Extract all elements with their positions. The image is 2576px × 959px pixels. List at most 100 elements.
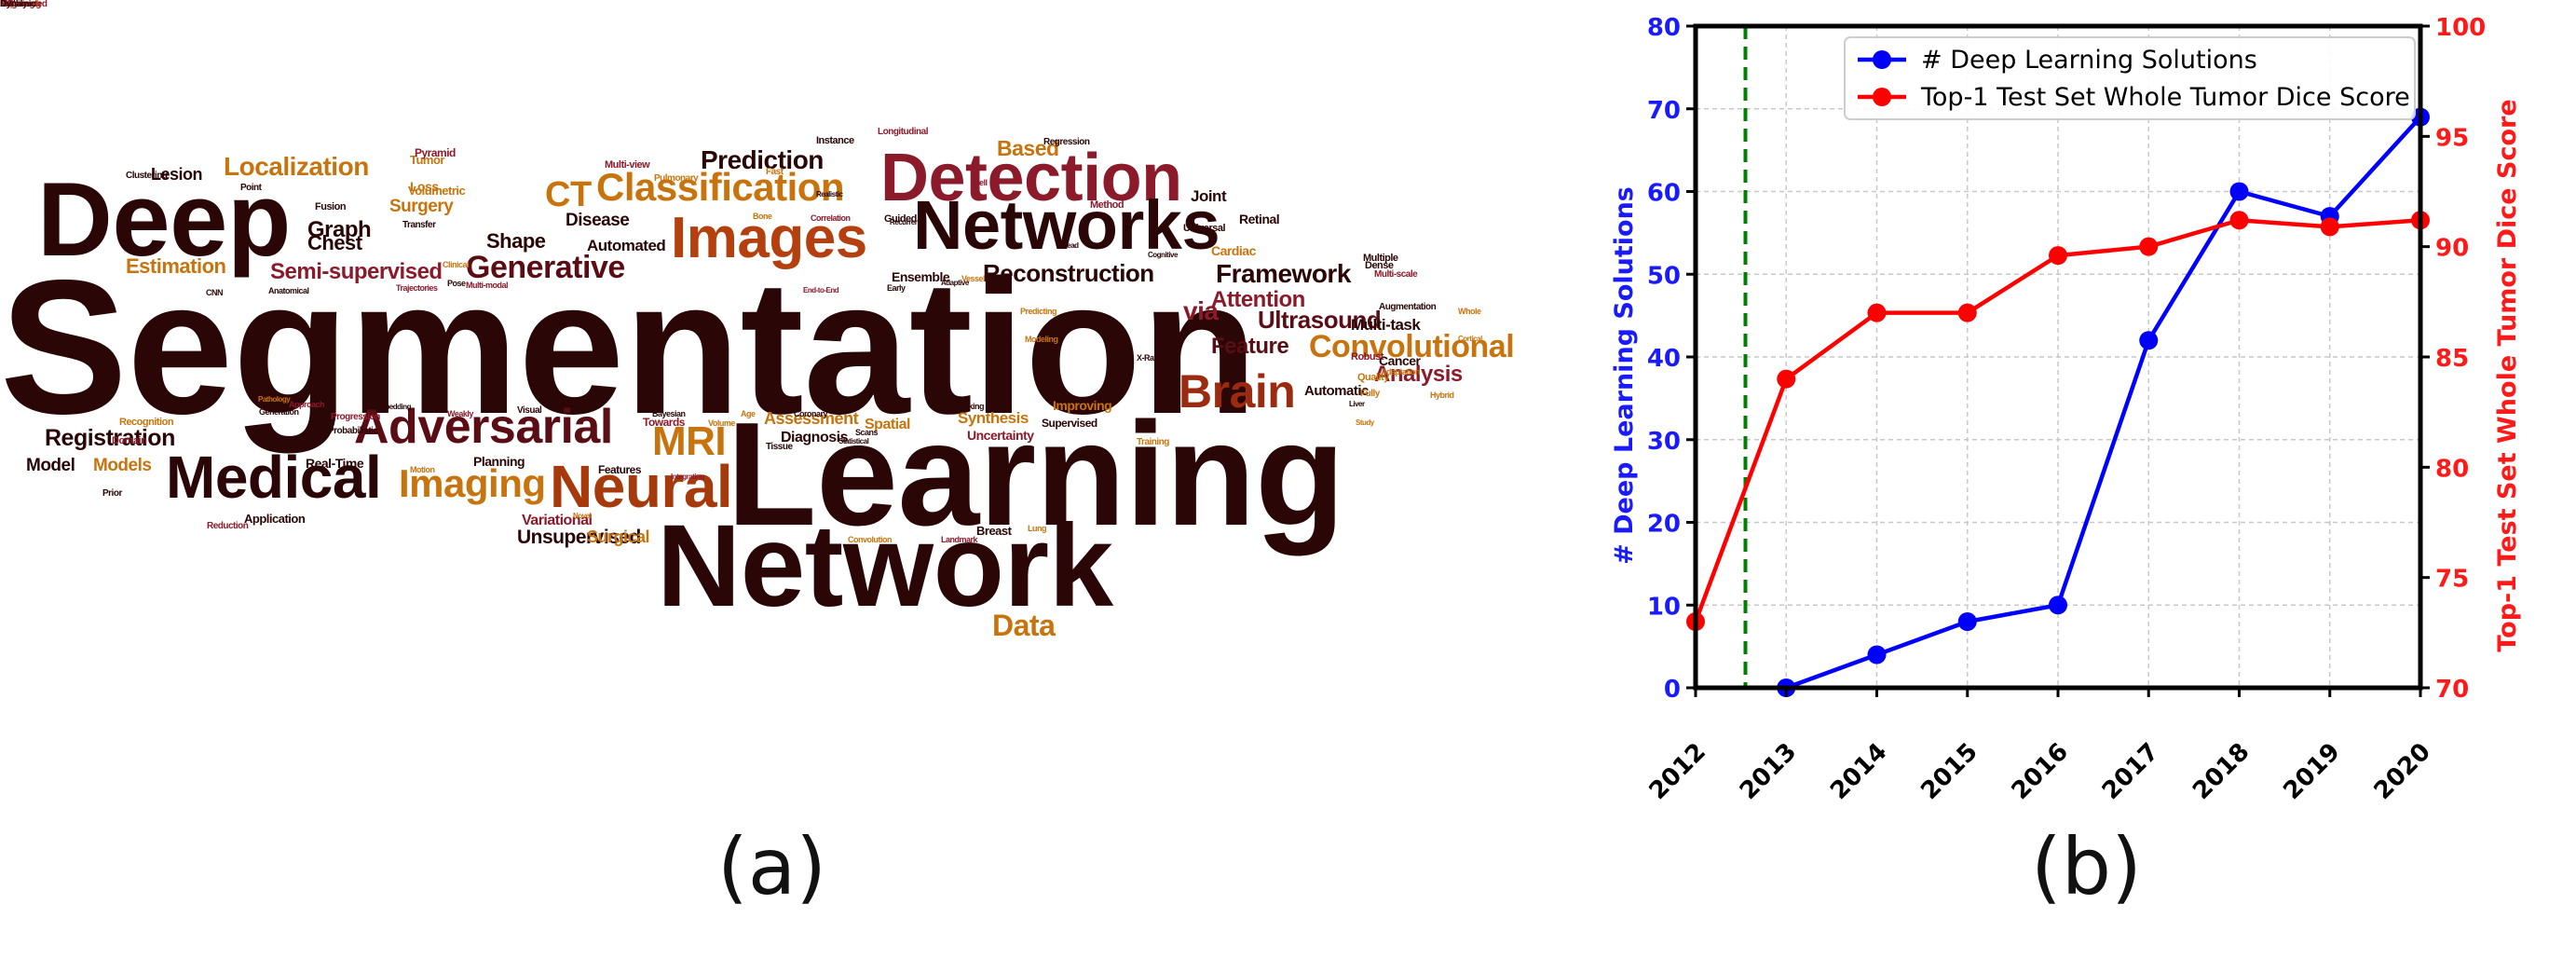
cloud-word: Trajectories [396,283,438,293]
data-point-solutions [1957,612,1977,631]
cloud-word: Improved [0,0,39,9]
y-left-tick-label: 40 [1647,345,1681,373]
cloud-word: Whole [1458,307,1481,316]
cloud-word: X-Ray [1137,353,1159,363]
cloud-word: Towards [643,416,685,429]
cloud-word: Bone [753,212,772,221]
cloud-word: Reality [0,0,28,9]
cloud-word: Application [244,512,306,526]
cloud-word: Pyramid [415,146,456,159]
cloud-word: Assessment [764,409,859,428]
y-right-tick-label: 80 [2435,455,2469,483]
cloud-word: Multi-view [605,159,650,171]
y-left-tick-label: 80 [1647,14,1681,42]
cloud-word: Cognitive [1148,251,1178,259]
x-tick-label: 2017 [2097,738,2164,805]
x-tick-label: 2019 [2278,738,2345,805]
cloud-word: End-to-End [803,286,839,295]
cloud-word: Features [598,463,642,476]
panel-label-b: (b) [2031,821,2142,912]
cloud-word: Hybrid [1430,390,1454,400]
cloud-word: CT [545,175,592,214]
data-point-dice [2320,217,2339,237]
cloud-word: Augmentation [1379,302,1437,312]
cloud-word: Surgical [587,527,650,546]
cloud-word: Prediction [701,145,824,174]
cloud-word: Scans [855,428,879,437]
cloud-word: Transfer [402,220,436,230]
cloud-word: Models [93,456,152,475]
cloud-word: Longitudinal [878,127,929,137]
data-point-dice [2049,246,2067,266]
cloud-word: Reconstruction [983,259,1154,287]
cloud-word: Cell [974,178,988,187]
cloud-word: Imaging [399,461,546,505]
cloud-word: Point [240,183,262,193]
cloud-word: Pulmonary [654,173,699,184]
cloud-word: Feature [1211,334,1289,359]
cloud-word: Surgery [389,197,454,216]
y-right-tick-label: 85 [2435,345,2469,373]
cloud-word: Head [1062,241,1079,250]
x-tick-label: 2012 [1644,738,1711,805]
cloud-word: Based [997,136,1059,160]
cloud-word: Generative [466,250,625,285]
cloud-word: Fast [766,167,784,177]
y-left-tick-label: 30 [1647,428,1681,456]
x-tick-label: 2018 [2188,738,2255,805]
cloud-word: Localization [224,152,369,181]
cloud-word: Images [671,206,867,270]
grid-lines [1695,25,2421,689]
cloud-word: Semi-supervised [270,259,443,284]
cloud-word: Landmark [941,535,978,544]
cloud-word: MRI [652,418,727,464]
cloud-word: Early [887,283,906,293]
cloud-word: Variational [522,513,593,528]
cloud-word: Modeling [1025,335,1058,344]
x-tick-label: 2015 [1915,738,1983,805]
cloud-word: Augmented [0,0,48,9]
cloud-word: Study [1356,418,1374,427]
cloud-word: Statistical [838,437,869,445]
cloud-word: Chest [307,231,362,254]
cloud-word: Robust [1351,351,1383,363]
cloud-word: Networks [913,186,1220,264]
cloud-word: Multi-task [1351,316,1421,334]
cloud-word: Loss [410,179,439,194]
word-cloud: Segmentation Learning Network Deep Detection… [0,0,1565,708]
cloud-word: Reduction [207,521,249,531]
panel-label-a: (a) [717,821,827,912]
data-point-solutions [2139,331,2159,350]
cloud-word: Detection [880,141,1182,215]
cloud-word: Probabilistic [328,426,378,436]
cloud-word: Instance [816,135,854,146]
cloud-word: Liver [1349,400,1365,408]
cloud-word: Lung [1028,524,1047,533]
cloud-word: Medical [166,444,382,511]
cloud-word: Synthesis [958,409,1029,427]
cloud-word: Shape [486,229,546,253]
cloud-word: Spatial [865,417,910,432]
cloud-word: Improving [1053,398,1112,413]
cloud-word: Approach [289,400,325,409]
y-left-tick-label: 10 [1647,593,1681,621]
cloud-word: Disease [566,211,630,230]
cloud-word: Framework [1216,259,1351,288]
cloud-word: Lesion [151,165,203,184]
cloud-word: Embedding [375,403,412,411]
cloud-word: Deep [37,161,291,278]
cloud-word: Uncertainty [967,428,1034,443]
cloud-word: Diagnosis [781,430,848,445]
cloud-word: Volume [708,418,735,428]
cloud-word: Clustering [126,171,168,181]
cloud-word: Multi-scale [1374,269,1418,280]
cloud-word: Dynamic [0,0,36,9]
cloud-word: Adaptation [1381,367,1421,377]
cloud-word: Recognition [119,417,174,428]
cloud-word: Cancer [1379,353,1421,368]
cloud-word: Cortical [1458,335,1482,343]
cloud-word: Correlation [811,213,851,223]
cloud-word: Convolutional [1309,329,1515,364]
cloud-word: Age [741,409,756,418]
cloud-word: Predicting [1020,307,1057,316]
